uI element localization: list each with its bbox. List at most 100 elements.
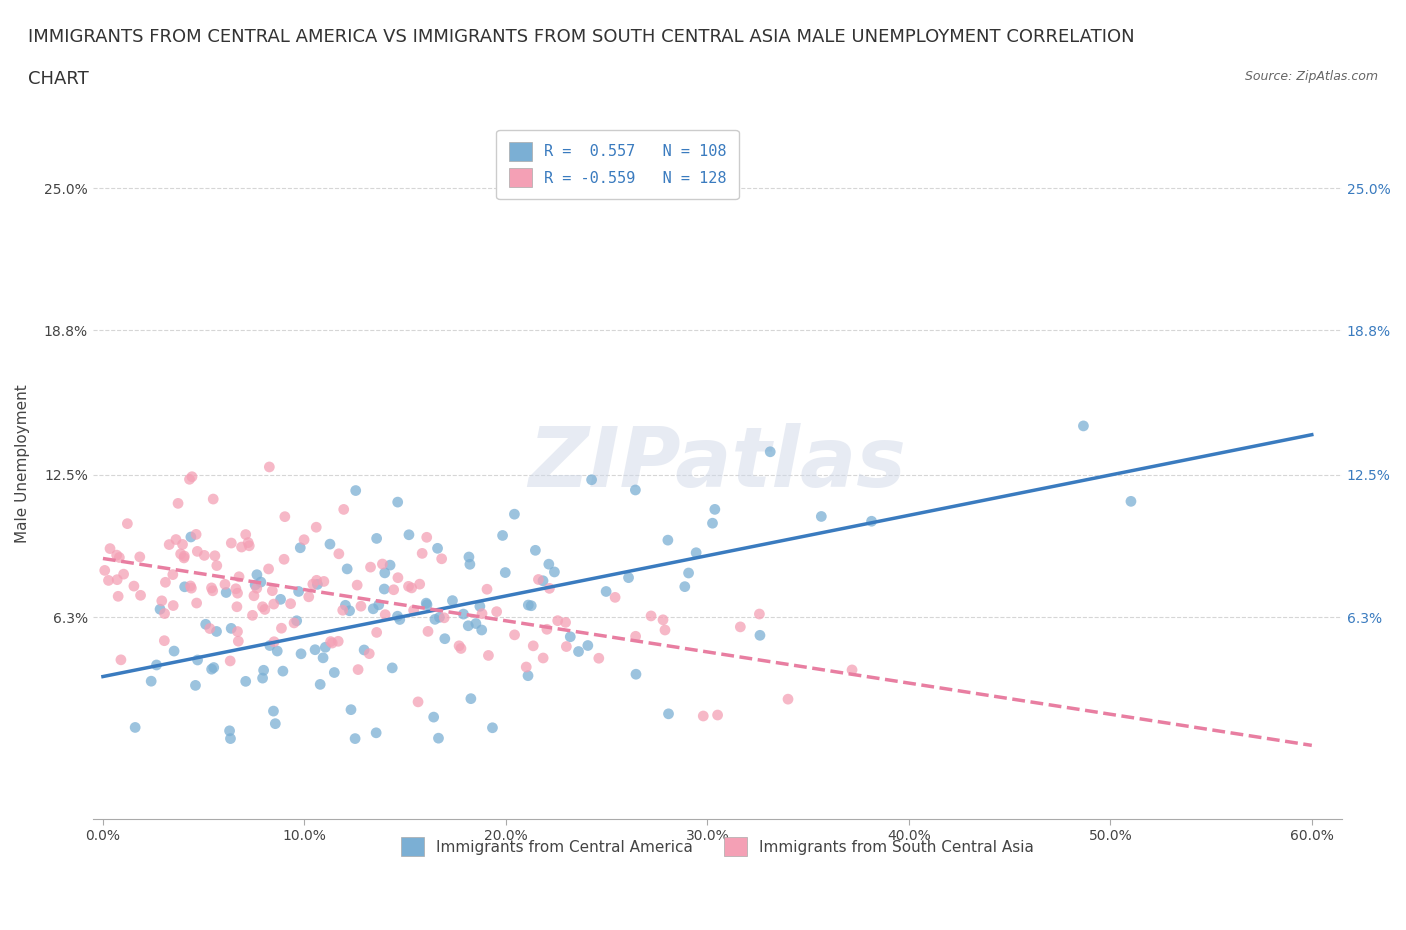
- Point: [527, 572, 550, 587]
- Point: [319, 634, 342, 649]
- Point: [422, 710, 444, 724]
- Point: [242, 608, 264, 623]
- Point: [173, 579, 195, 594]
- Point: [692, 709, 714, 724]
- Point: [163, 644, 186, 658]
- Point: [257, 562, 280, 577]
- Point: [287, 584, 309, 599]
- Text: IMMIGRANTS FROM CENTRAL AMERICA VS IMMIGRANTS FROM SOUTH CENTRAL ASIA MALE UNEMP: IMMIGRANTS FROM CENTRAL AMERICA VS IMMIG…: [28, 28, 1135, 46]
- Point: [105, 548, 128, 563]
- Point: [218, 724, 240, 738]
- Point: [252, 599, 274, 614]
- Point: [117, 516, 139, 531]
- Point: [423, 612, 446, 627]
- Point: [112, 566, 135, 581]
- Point: [205, 558, 228, 573]
- Point: [576, 638, 599, 653]
- Point: [205, 624, 228, 639]
- Point: [235, 674, 257, 689]
- Point: [270, 591, 292, 606]
- Point: [266, 644, 288, 658]
- Point: [388, 612, 411, 627]
- Point: [180, 529, 202, 544]
- Point: [263, 634, 285, 649]
- Point: [235, 527, 257, 542]
- Point: [332, 502, 354, 517]
- Point: [312, 574, 335, 589]
- Point: [292, 532, 315, 547]
- Point: [246, 580, 269, 595]
- Point: [246, 567, 269, 582]
- Point: [536, 622, 558, 637]
- Point: [471, 606, 494, 621]
- Point: [187, 653, 209, 668]
- Point: [503, 507, 526, 522]
- Point: [398, 578, 420, 593]
- Point: [262, 583, 284, 598]
- Point: [264, 716, 287, 731]
- Point: [810, 509, 832, 524]
- Point: [381, 660, 404, 675]
- Point: [344, 483, 367, 498]
- Point: [149, 602, 172, 617]
- Point: [128, 550, 150, 565]
- Point: [581, 472, 603, 487]
- Point: [706, 708, 728, 723]
- Point: [238, 538, 260, 553]
- Point: [93, 563, 115, 578]
- Point: [353, 643, 375, 658]
- Point: [640, 608, 662, 623]
- Point: [226, 599, 249, 614]
- Point: [252, 671, 274, 685]
- Point: [657, 533, 679, 548]
- Point: [347, 662, 370, 677]
- Point: [367, 597, 389, 612]
- Point: [285, 613, 308, 628]
- Point: [503, 628, 526, 643]
- Point: [387, 495, 409, 510]
- Point: [441, 593, 464, 608]
- Point: [430, 551, 453, 566]
- Point: [1119, 494, 1142, 509]
- Point: [180, 580, 202, 595]
- Point: [416, 624, 439, 639]
- Point: [184, 678, 207, 693]
- Point: [221, 536, 243, 551]
- Point: [402, 603, 425, 618]
- Text: CHART: CHART: [28, 70, 89, 87]
- Point: [453, 606, 475, 621]
- Point: [155, 575, 177, 590]
- Point: [259, 459, 281, 474]
- Point: [373, 581, 395, 596]
- Point: [194, 617, 217, 631]
- Point: [477, 648, 499, 663]
- Point: [531, 573, 554, 588]
- Point: [520, 598, 543, 613]
- Point: [359, 646, 381, 661]
- Point: [328, 634, 350, 649]
- Point: [332, 603, 354, 618]
- Point: [312, 650, 335, 665]
- Point: [305, 520, 328, 535]
- Point: [263, 597, 285, 612]
- Point: [335, 598, 357, 613]
- Point: [283, 616, 305, 631]
- Point: [110, 652, 132, 667]
- Point: [304, 643, 326, 658]
- Point: [458, 557, 481, 572]
- Point: [415, 596, 437, 611]
- Point: [253, 602, 276, 617]
- Point: [219, 654, 242, 669]
- Point: [776, 692, 799, 707]
- Point: [167, 496, 190, 511]
- Point: [433, 631, 456, 646]
- Point: [360, 560, 382, 575]
- Point: [378, 558, 401, 573]
- Point: [105, 572, 128, 587]
- Point: [179, 472, 201, 486]
- Point: [184, 527, 207, 542]
- Point: [262, 704, 284, 719]
- Point: [225, 581, 247, 596]
- Point: [129, 588, 152, 603]
- Point: [517, 669, 540, 684]
